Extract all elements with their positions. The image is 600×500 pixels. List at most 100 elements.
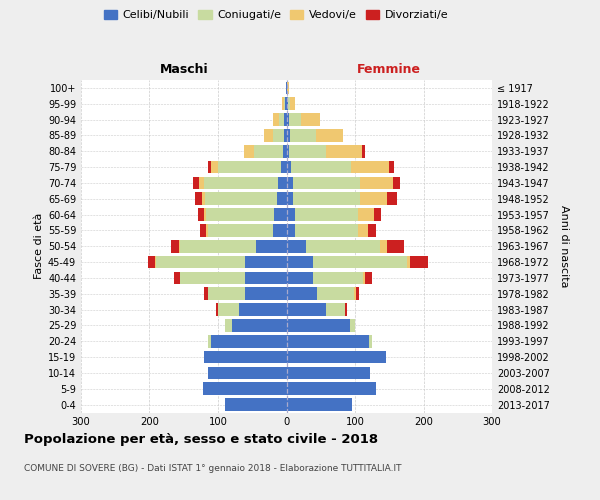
Bar — [365, 272, 372, 284]
Bar — [346, 303, 347, 316]
Bar — [287, 272, 313, 284]
Bar — [350, 319, 355, 332]
Bar — [208, 160, 211, 173]
Text: Popolazione per età, sesso e stato civile - 2018: Popolazione per età, sesso e stato civil… — [24, 432, 378, 446]
Bar — [290, 98, 295, 110]
Bar — [288, 98, 290, 110]
Bar — [290, 160, 351, 173]
Bar — [287, 192, 293, 205]
Bar — [181, 240, 256, 252]
Bar — [283, 98, 284, 110]
Bar — [208, 288, 245, 300]
Bar — [200, 224, 206, 236]
Bar — [287, 224, 295, 236]
Bar — [245, 256, 287, 268]
Bar — [287, 319, 350, 332]
Bar — [204, 350, 287, 364]
Bar — [394, 176, 400, 189]
Bar — [287, 82, 289, 94]
Text: Femmine: Femmine — [357, 63, 421, 76]
Bar — [283, 145, 287, 158]
Bar — [289, 113, 301, 126]
Bar — [356, 288, 359, 300]
Bar — [355, 288, 356, 300]
Bar — [301, 113, 320, 126]
Bar — [284, 129, 287, 141]
Bar — [386, 192, 397, 205]
Bar — [287, 240, 305, 252]
Bar — [218, 303, 239, 316]
Bar — [389, 160, 394, 173]
Bar — [284, 98, 285, 110]
Bar — [380, 240, 386, 252]
Bar — [216, 303, 218, 316]
Bar — [208, 366, 287, 379]
Bar — [244, 145, 254, 158]
Bar — [287, 398, 352, 411]
Bar — [305, 240, 380, 252]
Bar — [316, 129, 343, 141]
Bar — [208, 335, 211, 347]
Bar — [203, 382, 287, 395]
Bar — [206, 208, 274, 221]
Bar — [286, 82, 287, 94]
Bar — [155, 256, 157, 268]
Bar — [202, 192, 205, 205]
Bar — [199, 176, 204, 189]
Bar — [211, 335, 287, 347]
Bar — [287, 335, 369, 347]
Y-axis label: Fasce di età: Fasce di età — [34, 213, 44, 280]
Bar — [179, 272, 181, 284]
Bar — [287, 208, 295, 221]
Bar — [295, 208, 358, 221]
Bar — [273, 224, 287, 236]
Bar — [274, 113, 279, 126]
Bar — [363, 272, 365, 284]
Bar — [245, 272, 287, 284]
Bar — [358, 208, 374, 221]
Bar — [287, 256, 313, 268]
Bar — [361, 192, 386, 205]
Bar — [290, 129, 316, 141]
Bar — [287, 98, 288, 110]
Bar — [407, 256, 410, 268]
Bar — [204, 176, 278, 189]
Bar — [351, 160, 389, 173]
Text: COMUNE DI SOVERE (BG) - Dati ISTAT 1° gennaio 2018 - Elaborazione TUTTITALIA.IT: COMUNE DI SOVERE (BG) - Dati ISTAT 1° ge… — [24, 464, 401, 473]
Legend: Celibi/Nubili, Coniugati/e, Vedovi/e, Divorziati/e: Celibi/Nubili, Coniugati/e, Vedovi/e, Di… — [100, 6, 452, 25]
Bar — [174, 272, 179, 284]
Bar — [245, 288, 287, 300]
Bar — [295, 224, 358, 236]
Bar — [218, 160, 281, 173]
Bar — [287, 160, 290, 173]
Bar — [225, 319, 232, 332]
Bar — [368, 224, 376, 236]
Bar — [287, 303, 326, 316]
Bar — [264, 129, 274, 141]
Bar — [211, 160, 218, 173]
Bar — [293, 192, 361, 205]
Bar — [326, 145, 362, 158]
Bar — [287, 113, 289, 126]
Bar — [281, 160, 287, 173]
Bar — [205, 192, 277, 205]
Bar — [326, 303, 346, 316]
Bar — [204, 288, 208, 300]
Bar — [287, 366, 370, 379]
Bar — [171, 240, 179, 252]
Bar — [369, 335, 372, 347]
Bar — [293, 176, 361, 189]
Bar — [148, 256, 155, 268]
Bar — [256, 240, 287, 252]
Bar — [313, 272, 363, 284]
Bar — [374, 208, 381, 221]
Bar — [254, 145, 283, 158]
Bar — [203, 208, 206, 221]
Bar — [358, 224, 368, 236]
Bar — [287, 288, 317, 300]
Bar — [157, 256, 245, 268]
Bar — [208, 224, 273, 236]
Bar — [274, 208, 287, 221]
Bar — [386, 240, 404, 252]
Bar — [232, 319, 287, 332]
